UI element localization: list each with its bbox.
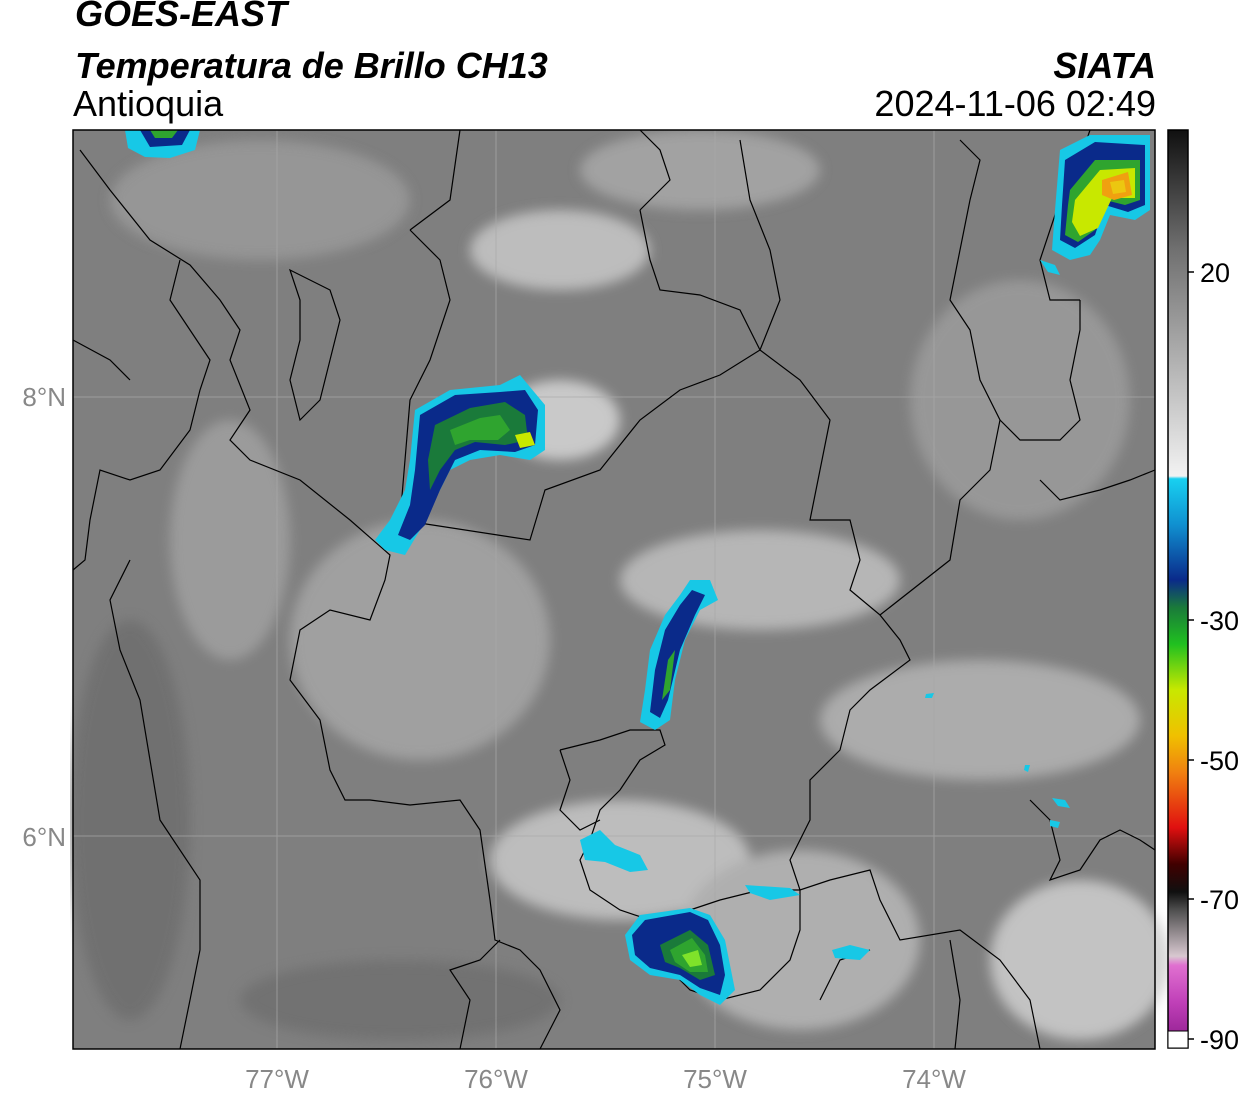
- cell-urabá: [375, 375, 545, 555]
- colorbar-tick-minus30: -30: [1200, 606, 1239, 636]
- cell-northeast: [1040, 135, 1150, 275]
- cloud-texture: [70, 130, 1170, 1040]
- x-tick-74w: 74°W: [902, 1064, 966, 1094]
- colorbar-scale: [1167, 129, 1189, 1049]
- colorbar-tick-minus70: -70: [1200, 885, 1239, 915]
- satellite-title: GOES-EAST: [75, 0, 288, 34]
- product-title: Temperatura de Brillo CH13: [75, 45, 548, 86]
- organization-label: SIATA: [1053, 45, 1156, 86]
- x-tick-75w: 75°W: [683, 1064, 747, 1094]
- graticule: [73, 130, 1155, 1049]
- colorbar-tick-minus50: -50: [1200, 746, 1239, 776]
- x-tick-76w: 76°W: [464, 1064, 528, 1094]
- axis-labels: 77°W 76°W 75°W 74°W 8°N 6°N: [22, 382, 966, 1094]
- colorbar-tick-minus90: -90: [1200, 1025, 1239, 1055]
- cell-magdalena-medio: [640, 580, 718, 730]
- colorbar-tick-20: 20: [1200, 258, 1230, 288]
- cell-northwest: [125, 130, 200, 158]
- colorbar: 20 -30 -50 -70 -90: [1167, 129, 1239, 1055]
- x-tick-77w: 77°W: [245, 1064, 309, 1094]
- cell-south: [580, 693, 1070, 1005]
- datetime-label: 2024-11-06 02:49: [874, 83, 1156, 124]
- y-tick-6n: 6°N: [22, 822, 66, 852]
- map-frame: [72, 129, 1156, 1050]
- administrative-borders: [73, 130, 1155, 1049]
- y-tick-8n: 8°N: [22, 382, 66, 412]
- convective-cells: [125, 130, 1150, 1005]
- region-label: Antioquia: [73, 83, 224, 124]
